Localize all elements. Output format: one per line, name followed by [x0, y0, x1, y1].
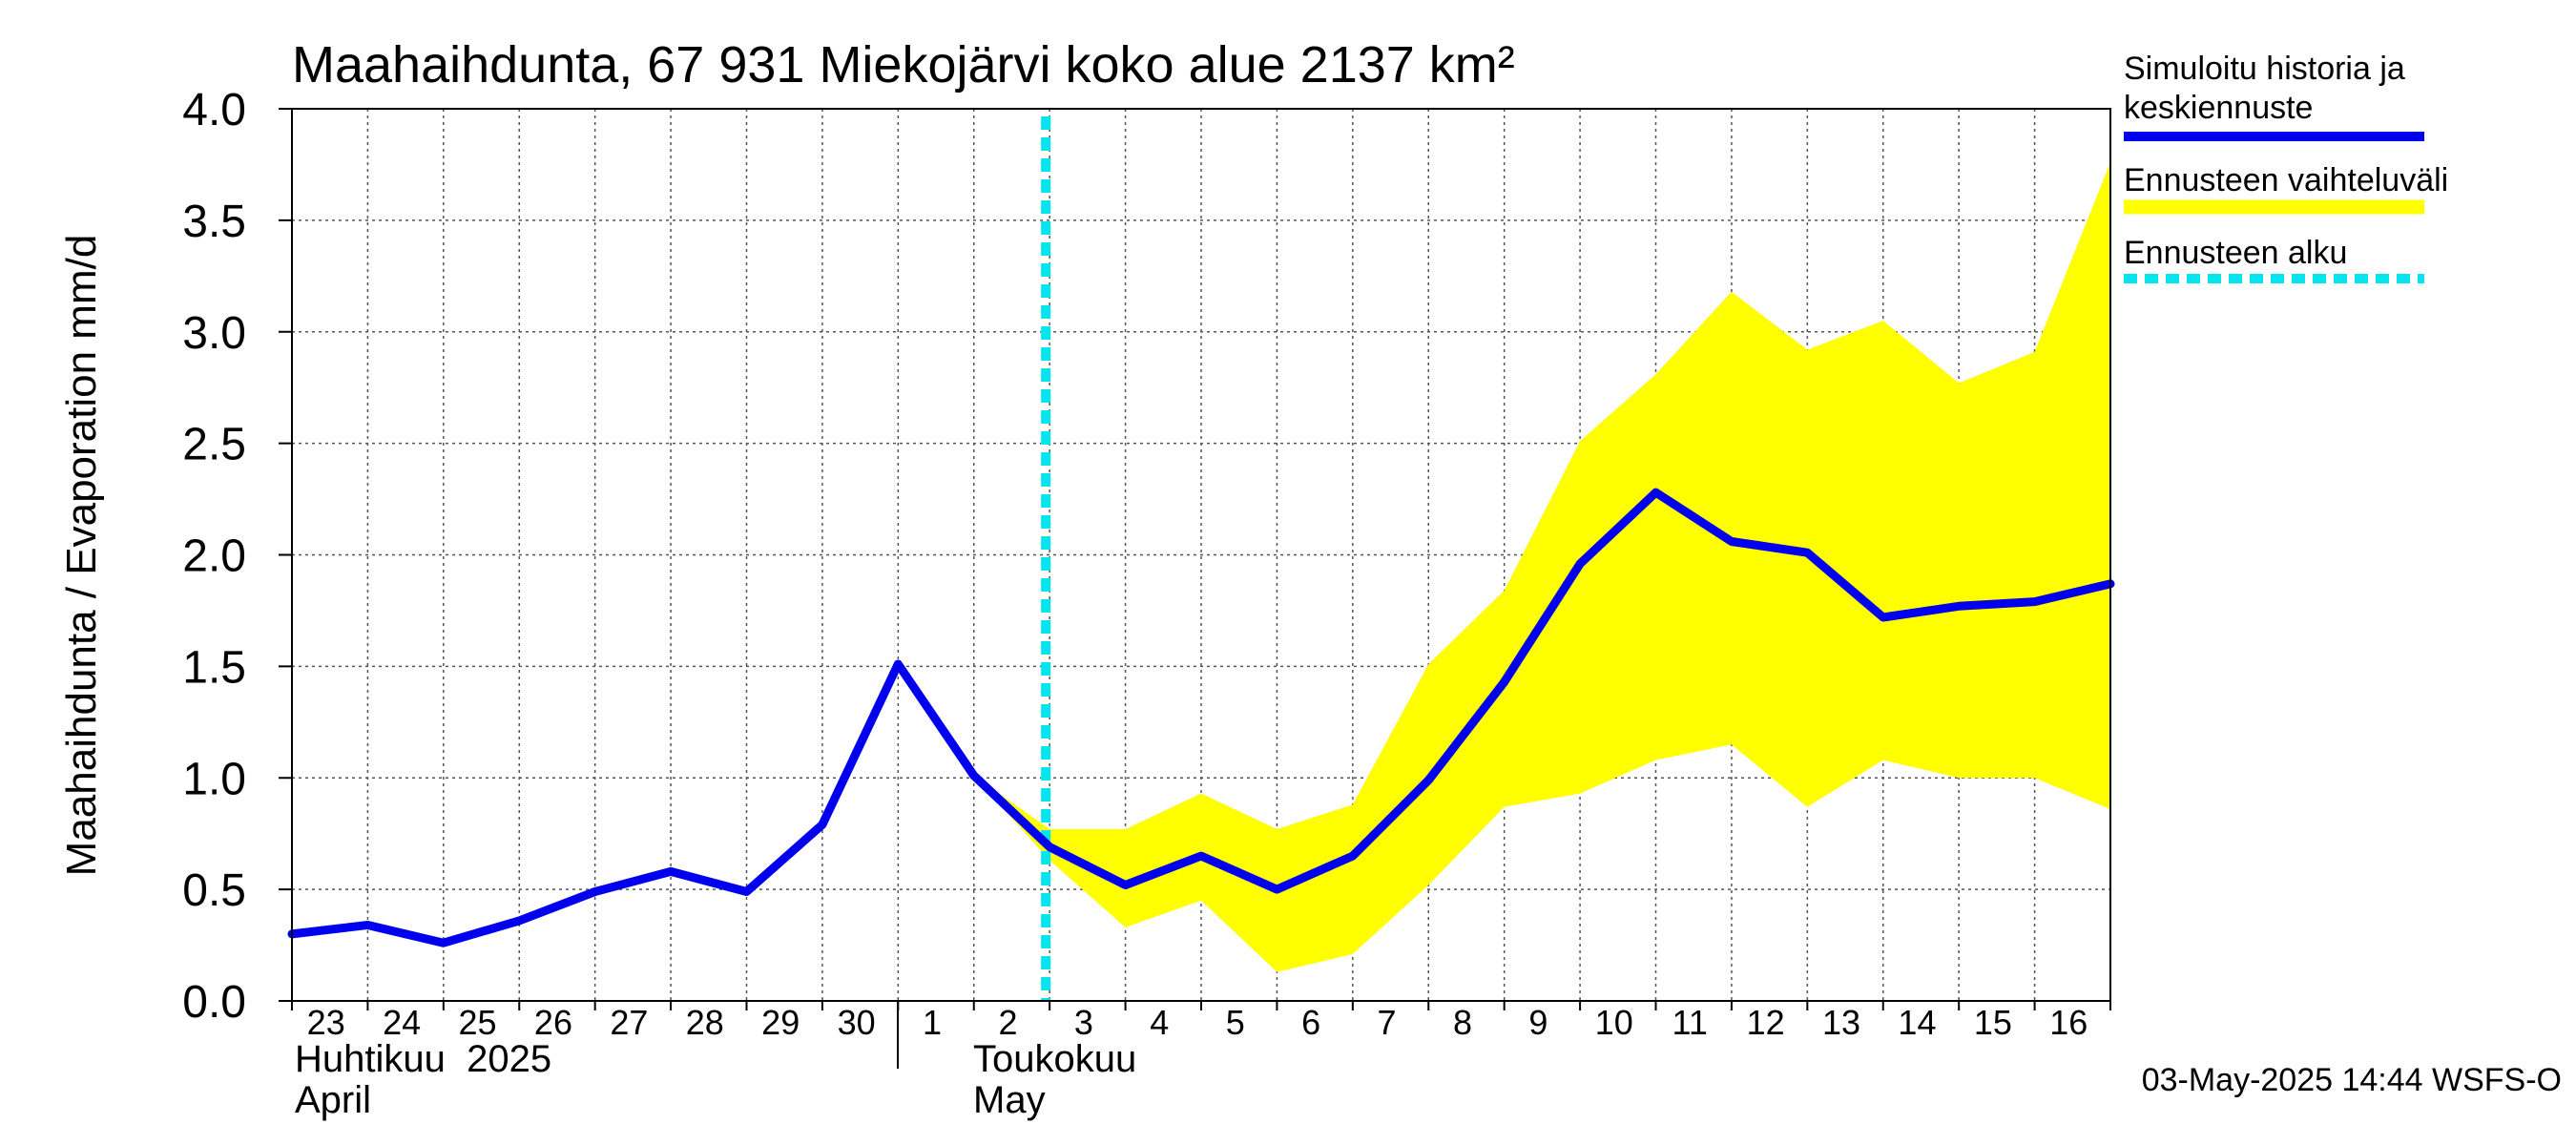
- forecast-range-band: [973, 162, 2110, 972]
- x-tick-label: 27: [610, 1003, 648, 1042]
- x-tick-label: 24: [383, 1003, 421, 1042]
- legend-label-range: Ennusteen vaihteluväli: [2124, 162, 2448, 198]
- x-tick-label: 25: [459, 1003, 497, 1042]
- y-tick-label: 0.5: [182, 865, 246, 916]
- x-tick-label: 28: [686, 1003, 724, 1042]
- chart-title: Maahaihdunta, 67 931 Miekojärvi koko alu…: [292, 36, 1515, 94]
- x-tick-labels: 23 24 25 26 27 28 29 30 1 2 3 4 5 6 7 8 9 10 11 12 13 14 15 16: [307, 1003, 2088, 1042]
- x-tick-label: 8: [1453, 1003, 1472, 1042]
- x-tick-label: 14: [1898, 1003, 1936, 1042]
- y-tick-label: 1.0: [182, 754, 246, 804]
- y-tick-label: 2.5: [182, 420, 246, 470]
- x-tick-label: 1: [923, 1003, 942, 1042]
- x-tick-label: 9: [1528, 1003, 1548, 1042]
- x-tick-label: 29: [761, 1003, 800, 1042]
- x-tick-label: 12: [1747, 1003, 1785, 1042]
- month-label-may-en: May: [973, 1079, 1046, 1121]
- x-tick-label: 13: [1822, 1003, 1860, 1042]
- x-tick-label: 2: [998, 1003, 1017, 1042]
- legend-label-mean-line1: Simuloitu historia ja: [2124, 51, 2405, 87]
- plot-frame: [291, 108, 2111, 1002]
- month-label-april-fi: Huhtikuu 2025: [295, 1038, 551, 1080]
- y-tick-label: 2.0: [182, 531, 246, 582]
- legend-label-forecast-start: Ennusteen alku: [2124, 235, 2347, 271]
- y-tick-label: 3.0: [182, 308, 246, 359]
- x-tick-label: 7: [1378, 1003, 1397, 1042]
- month-label-may-fi: Toukokuu: [973, 1038, 1136, 1080]
- x-tick-label: 15: [1974, 1003, 2012, 1042]
- y-tick-label: 3.5: [182, 197, 246, 247]
- x-tick-label: 4: [1150, 1003, 1169, 1042]
- timestamp: 03-May-2025 14:44 WSFS-O: [2142, 1062, 2562, 1098]
- x-tick-label: 10: [1595, 1003, 1633, 1042]
- x-tick-label: 16: [2049, 1003, 2088, 1042]
- y-tick-labels: 0.0 0.5 1.0 1.5 2.0 2.5 3.0 3.5 4.0: [182, 85, 246, 1028]
- legend-label-mean-line2: keskiennuste: [2124, 90, 2313, 126]
- x-tick-label: 11: [1672, 1003, 1708, 1042]
- y-tick-label: 0.0: [182, 977, 246, 1028]
- x-tick-label: 26: [534, 1003, 572, 1042]
- x-tick-label: 3: [1074, 1003, 1093, 1042]
- y-tick-label: 1.5: [182, 642, 246, 693]
- y-tick-label: 4.0: [182, 85, 246, 135]
- x-tick-label: 5: [1226, 1003, 1245, 1042]
- y-axis-label: Maahaihdunta / Evaporation mm/d: [58, 235, 105, 877]
- x-tick-label: 30: [838, 1003, 876, 1042]
- x-tick-label: 23: [307, 1003, 345, 1042]
- x-tick-label: 6: [1301, 1003, 1320, 1042]
- series-line-mean: [287, 488, 2115, 947]
- legend: Simuloitu historia ja keskiennuste Ennus…: [2124, 51, 2448, 283]
- month-label-april-en: April: [295, 1079, 371, 1121]
